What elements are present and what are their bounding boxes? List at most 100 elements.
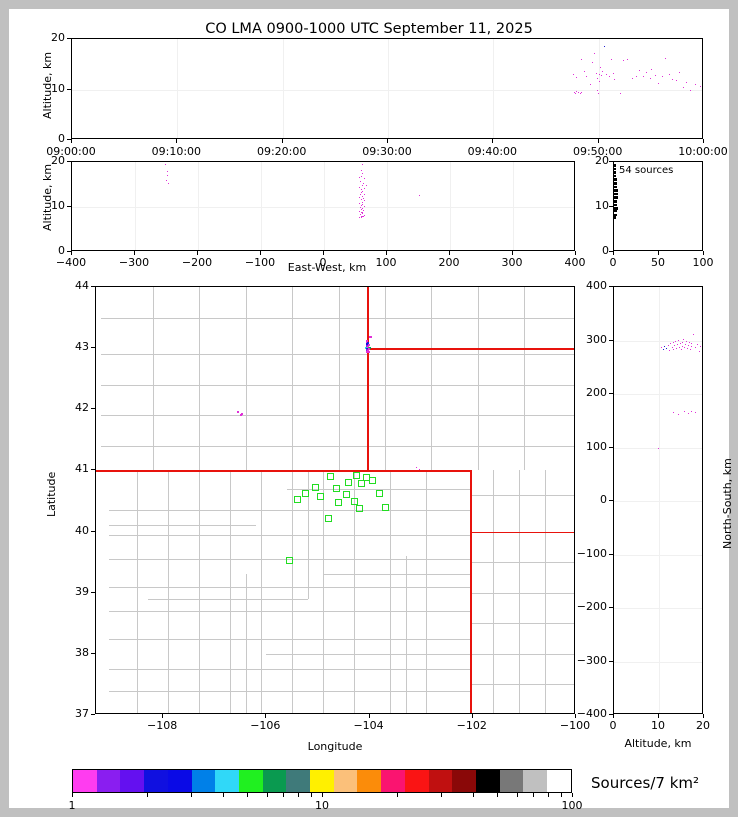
data-point <box>672 79 674 81</box>
colorbar-swatch <box>523 770 548 792</box>
data-point <box>361 184 363 186</box>
panel-alt-ns[interactable] <box>613 286 703 714</box>
axis-ticklabel-x: 0 <box>319 256 327 269</box>
colorbar-swatch <box>357 770 382 792</box>
axis-tick-y <box>609 500 613 501</box>
gridline-vertical <box>198 162 199 250</box>
map-source-point <box>366 341 369 344</box>
gridline-horizontal <box>614 394 702 395</box>
axis-ticklabel-x: 0 <box>609 256 617 269</box>
data-point <box>362 190 364 192</box>
map-source-point <box>365 344 368 347</box>
gridline-vertical <box>387 162 388 250</box>
axis-tick-y <box>91 469 95 471</box>
data-point <box>600 74 602 76</box>
county-border <box>108 690 471 692</box>
colorbar-tick <box>322 793 323 797</box>
data-point <box>363 198 365 199</box>
data-point <box>691 342 693 344</box>
county-border <box>405 556 407 713</box>
data-point <box>603 46 605 48</box>
histogram-bar <box>614 192 618 196</box>
axis-ticklabel-x: −102 <box>456 719 487 732</box>
gridline-vertical <box>450 162 451 250</box>
axis-ticklabel-y: 39 <box>75 584 89 598</box>
gridline-vertical <box>177 39 179 138</box>
panel-altitude-histogram[interactable] <box>613 161 703 251</box>
colorbar-swatch <box>333 770 358 792</box>
axis-tick-y <box>609 339 613 341</box>
axis-ticklabel-y: −200 <box>576 600 607 613</box>
data-point <box>632 77 634 79</box>
colorbar-tick <box>397 793 399 797</box>
county-border <box>199 287 201 471</box>
colorbar-tick <box>472 793 474 797</box>
data-point <box>686 347 688 349</box>
data-point <box>358 202 360 204</box>
map-station-marker <box>358 480 366 488</box>
county-border <box>354 470 356 713</box>
data-point <box>574 92 576 94</box>
histogram-bar <box>614 213 617 217</box>
data-point <box>658 83 660 85</box>
axis-tick-x <box>597 139 599 143</box>
axis-tick-x <box>703 714 704 718</box>
data-point <box>684 411 686 413</box>
gridline-vertical <box>135 162 136 250</box>
axis-tick-x <box>71 139 72 143</box>
axis-tick-y <box>609 161 613 162</box>
data-point <box>362 203 364 205</box>
map-station-marker <box>332 485 340 493</box>
data-point <box>364 200 366 202</box>
colorbar-tick <box>147 793 149 797</box>
data-point <box>661 75 663 77</box>
axis-tick-x <box>134 251 135 255</box>
data-point <box>642 75 644 77</box>
map-source-point <box>365 348 368 351</box>
data-point <box>700 345 702 347</box>
axis-ticklabel-y: 38 <box>75 645 89 659</box>
histogram-bar <box>614 171 616 174</box>
county-border <box>101 415 574 417</box>
data-point <box>362 213 364 215</box>
page-title: CO LMA 0900-1000 UTC September 11, 2025 <box>205 21 533 37</box>
data-point <box>363 178 365 180</box>
panel-ew-height[interactable] <box>71 161 575 251</box>
data-point <box>695 84 697 86</box>
data-point <box>575 91 577 92</box>
data-point <box>597 90 599 91</box>
axis-tick-x <box>575 714 576 718</box>
data-point <box>649 78 651 80</box>
data-point <box>360 199 362 201</box>
data-point <box>675 341 677 343</box>
panel-map[interactable] <box>95 286 575 714</box>
county-border <box>323 574 471 576</box>
data-point <box>359 180 361 182</box>
data-point <box>598 81 600 83</box>
county-border <box>470 623 574 625</box>
data-point <box>663 349 665 351</box>
axis-tick-x <box>658 251 659 255</box>
data-point <box>418 195 420 197</box>
data-point <box>573 91 575 93</box>
gridline-vertical <box>388 39 389 138</box>
axis-ticklabel-y: 400 <box>586 279 607 292</box>
colorbar-tick <box>310 793 312 797</box>
county-border <box>292 470 294 713</box>
panel-time-height[interactable] <box>71 38 703 139</box>
map-station-marker <box>317 492 325 500</box>
map-station-marker <box>368 477 376 485</box>
axis-tick-y <box>609 393 613 394</box>
gridline-horizontal <box>72 89 702 91</box>
data-point <box>677 413 679 415</box>
data-point <box>361 201 363 203</box>
data-point <box>612 73 614 75</box>
data-point <box>674 345 676 347</box>
colorbar-swatch <box>262 770 287 792</box>
axis-ticklabel-y: 44 <box>75 279 89 292</box>
data-point <box>664 345 666 347</box>
data-point <box>365 184 367 186</box>
map-station-marker <box>293 496 301 504</box>
county-border <box>245 287 247 471</box>
state-border <box>470 470 472 713</box>
